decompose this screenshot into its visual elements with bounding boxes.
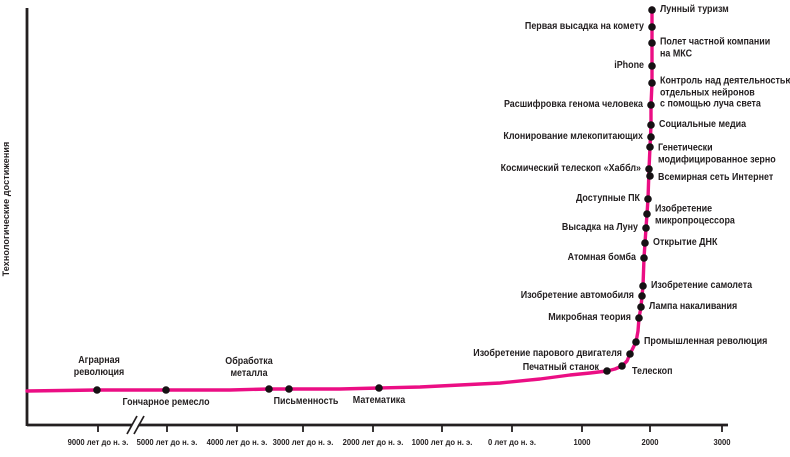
milestone-label: Письменность bbox=[273, 395, 339, 407]
milestone-dot bbox=[644, 195, 652, 203]
milestone-label: Полет частной компании на МКС bbox=[660, 35, 771, 59]
milestone-label: Изобретение автомобиля bbox=[520, 289, 634, 302]
milestone-dot bbox=[647, 121, 655, 129]
milestone-label: Лампа накаливания bbox=[649, 300, 738, 313]
milestone-label: Всемирная сеть Интернет bbox=[658, 171, 774, 184]
milestone-dot bbox=[646, 172, 654, 180]
axis-break-icon bbox=[126, 415, 138, 435]
milestone-label: iPhone bbox=[614, 59, 644, 72]
axis-break-icon bbox=[133, 415, 145, 435]
milestone-label: Гончарное ремесло bbox=[122, 396, 210, 408]
milestone-label: Высадка на Луну bbox=[561, 221, 638, 234]
x-axis-tick-label: 9000 лет до н. э. bbox=[67, 437, 129, 447]
milestone-dot bbox=[638, 292, 646, 300]
milestone-dot bbox=[285, 385, 293, 393]
milestone-dot bbox=[637, 303, 645, 311]
milestone-dot bbox=[646, 143, 654, 151]
milestone-label: Социальные медиа bbox=[659, 118, 747, 131]
milestone-dot bbox=[640, 254, 648, 262]
x-axis-tick-label: 3000 bbox=[713, 437, 731, 447]
milestone-label: Расшифровка генома человека bbox=[503, 98, 643, 111]
milestone-dot bbox=[643, 210, 651, 218]
milestone-dot bbox=[647, 133, 655, 141]
milestone-dot bbox=[648, 62, 656, 70]
milestone-label: Атомная бомба bbox=[567, 251, 636, 264]
milestone-label: Математика bbox=[352, 394, 406, 406]
milestone-dot bbox=[639, 282, 647, 290]
milestone-label: Изобретение парового двигателя bbox=[473, 347, 622, 360]
milestone-label: Клонирование млекопитающих bbox=[503, 130, 643, 143]
milestone-label: Первая высадка на комету bbox=[524, 20, 644, 33]
milestone-dot bbox=[645, 165, 653, 173]
milestone-dot bbox=[93, 386, 101, 394]
milestone-label: Доступные ПК bbox=[575, 192, 640, 205]
milestone-label: Контроль над деятельностью отдельных ней… bbox=[660, 74, 790, 110]
milestone-dot bbox=[632, 338, 640, 346]
x-axis-tick-label: 2000 лет до н. э. bbox=[342, 437, 404, 447]
milestone-dot bbox=[648, 23, 656, 31]
milestone-label: Открытие ДНК bbox=[653, 236, 718, 249]
x-axis-tick-label: 1000 bbox=[573, 437, 591, 447]
milestone-label: Телескоп bbox=[632, 365, 673, 378]
milestone-label: Изобретение самолета bbox=[651, 279, 753, 292]
x-axis-tick-label: 3000 лет до н. э. bbox=[272, 437, 334, 447]
milestone-dot bbox=[162, 386, 170, 394]
milestone-label: Генетически модифицированное зерно bbox=[658, 141, 776, 165]
milestone-label: Космический телескоп «Хаббл» bbox=[500, 162, 641, 175]
milestone-dot bbox=[641, 239, 649, 247]
milestone-dot bbox=[265, 385, 273, 393]
milestone-dot bbox=[603, 367, 611, 375]
milestone-label: Обработка металла bbox=[225, 354, 273, 379]
milestone-label: Изобретение микропроцессора bbox=[655, 202, 735, 226]
milestone-label: Печатный станок bbox=[522, 361, 599, 374]
milestone-dot bbox=[648, 6, 656, 14]
milestone-dot bbox=[648, 79, 656, 87]
y-axis-title-text: Технологические достижения bbox=[1, 141, 11, 277]
x-axis-tick-label: 1000 лет до н. э. bbox=[411, 437, 473, 447]
milestone-label: Лунный туризм bbox=[660, 3, 729, 16]
milestone-label: Микробная теория bbox=[548, 311, 631, 324]
milestone-dot bbox=[647, 101, 655, 109]
milestone-dot bbox=[626, 350, 634, 358]
milestone-dot bbox=[375, 384, 383, 392]
x-axis-tick-label: 5000 лет до н. э. bbox=[136, 437, 198, 447]
milestone-dot bbox=[648, 39, 656, 47]
milestone-label: Аграрная революция bbox=[73, 353, 125, 378]
y-axis-title: Технологические достижения bbox=[1, 109, 11, 309]
milestone-dot bbox=[618, 362, 626, 370]
milestone-dot bbox=[635, 314, 643, 322]
axis-break-gap bbox=[127, 416, 143, 434]
milestone-dot bbox=[642, 224, 650, 232]
x-axis-tick-label: 2000 bbox=[641, 437, 659, 447]
milestone-label: Промышленная революция bbox=[644, 335, 768, 348]
x-axis-tick-label: 4000 лет до н. э. bbox=[206, 437, 268, 447]
x-axis-tick-label: 0 лет до н. э. bbox=[487, 437, 537, 447]
